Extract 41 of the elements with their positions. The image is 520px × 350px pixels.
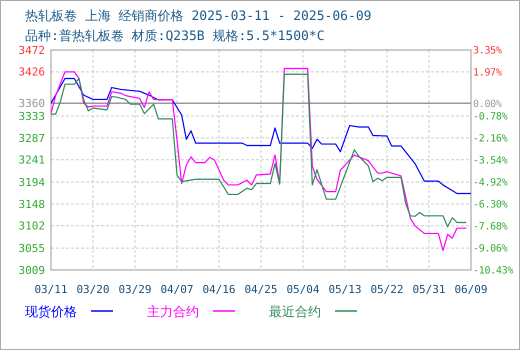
chart-title: 热轧板卷 上海 经销商价格 2025-03-11 - 2025-06-09 bbox=[25, 9, 372, 24]
y-tick-label: 3333 bbox=[18, 110, 45, 123]
x-tick-label: 04/16 bbox=[202, 283, 236, 296]
y2-tick-label: 3.35% bbox=[473, 46, 502, 56]
y2-tick-label: 1.97% bbox=[473, 68, 502, 79]
chart-subtitle: 品种:普热轧板卷 材质:Q235B 规格:5.5*1500*C bbox=[25, 28, 325, 44]
y-tick-label: 3055 bbox=[18, 242, 45, 255]
y2-tick-label: 0.00% bbox=[473, 98, 502, 110]
y-tick-label: 3241 bbox=[18, 154, 45, 167]
x-tick-label: 06/09 bbox=[454, 283, 488, 296]
y2-tick-label: -3.54% bbox=[473, 156, 508, 166]
y-tick-label: 3009 bbox=[18, 264, 45, 277]
y-tick-label: 3472 bbox=[18, 44, 45, 57]
y-tick-label: 3102 bbox=[18, 220, 45, 233]
x-tick-label: 05/22 bbox=[370, 283, 404, 296]
x-tick-label: 04/25 bbox=[244, 283, 278, 296]
x-tick-label: 05/13 bbox=[328, 283, 362, 296]
x-tick-label: 05/31 bbox=[412, 283, 446, 296]
y2-tick-label: -9.06% bbox=[473, 244, 508, 255]
legend-label: 现货价格 bbox=[25, 304, 77, 319]
y2-tick-label: -7.68% bbox=[473, 222, 508, 233]
x-tick-label: 03/11 bbox=[34, 283, 68, 296]
y-tick-label: 3287 bbox=[18, 132, 45, 145]
line-series bbox=[50, 74, 467, 228]
y-tick-label: 3426 bbox=[18, 66, 45, 79]
y-tick-label: 3194 bbox=[18, 176, 46, 189]
y-tick-label: 3360 bbox=[18, 97, 45, 110]
y2-tick-label: -0.78% bbox=[473, 111, 508, 122]
x-tick-label: 04/07 bbox=[160, 283, 194, 296]
y2-tick-label: -10.43% bbox=[473, 266, 514, 276]
x-tick-label: 03/29 bbox=[118, 283, 152, 296]
line-series bbox=[50, 68, 467, 252]
x-tick-label: 05/04 bbox=[286, 283, 320, 296]
y2-tick-label: -4.92% bbox=[473, 178, 508, 189]
y2-tick-label: -6.30% bbox=[473, 200, 508, 211]
legend-label: 主力合约 bbox=[147, 304, 199, 319]
y2-tick-label: -2.16% bbox=[473, 133, 508, 144]
x-tick-label: 03/20 bbox=[76, 283, 110, 296]
y-tick-label: 3148 bbox=[18, 198, 45, 211]
legend-label: 最近合约 bbox=[269, 304, 321, 319]
line-series bbox=[50, 78, 472, 194]
